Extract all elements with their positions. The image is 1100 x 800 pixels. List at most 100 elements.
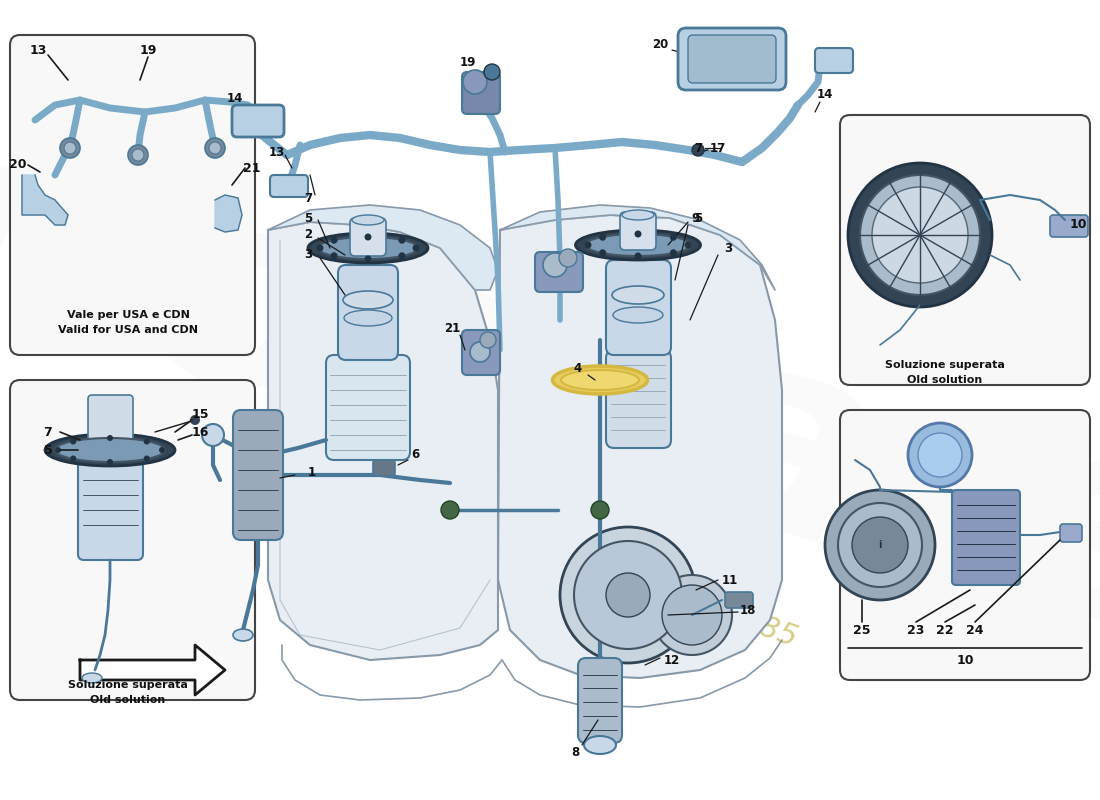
Ellipse shape (552, 366, 648, 394)
FancyBboxPatch shape (10, 35, 255, 355)
Polygon shape (498, 215, 782, 678)
Polygon shape (500, 205, 776, 290)
FancyBboxPatch shape (578, 658, 621, 743)
FancyBboxPatch shape (373, 460, 395, 476)
Circle shape (70, 438, 76, 445)
Text: eurospares: eurospares (0, 22, 1100, 738)
FancyBboxPatch shape (620, 212, 656, 250)
Circle shape (652, 575, 732, 655)
FancyBboxPatch shape (815, 48, 852, 73)
Circle shape (908, 423, 972, 487)
Circle shape (584, 242, 592, 249)
FancyBboxPatch shape (462, 72, 501, 114)
Ellipse shape (561, 370, 639, 390)
FancyBboxPatch shape (338, 265, 398, 360)
Ellipse shape (82, 673, 102, 683)
Circle shape (412, 245, 419, 251)
Text: 1: 1 (308, 466, 316, 478)
Circle shape (825, 490, 935, 600)
Circle shape (852, 517, 907, 573)
Circle shape (331, 237, 338, 244)
Polygon shape (80, 645, 226, 695)
Text: 20: 20 (652, 38, 668, 51)
Text: 7: 7 (694, 142, 702, 154)
Circle shape (470, 342, 490, 362)
Text: 19: 19 (460, 55, 476, 69)
Text: 10: 10 (1069, 218, 1087, 231)
Circle shape (838, 503, 922, 587)
Text: 19: 19 (140, 43, 156, 57)
Text: 7: 7 (44, 426, 53, 438)
Ellipse shape (352, 215, 384, 225)
Circle shape (480, 332, 496, 348)
Text: 2: 2 (304, 229, 312, 242)
FancyBboxPatch shape (10, 380, 255, 700)
Circle shape (463, 70, 487, 94)
FancyBboxPatch shape (606, 260, 671, 355)
Text: 3: 3 (304, 249, 312, 262)
Circle shape (144, 438, 150, 445)
FancyBboxPatch shape (535, 252, 583, 292)
Text: 18: 18 (740, 603, 756, 617)
Circle shape (132, 149, 144, 161)
Circle shape (205, 138, 225, 158)
Text: 5: 5 (44, 443, 53, 457)
Ellipse shape (585, 234, 691, 256)
Circle shape (190, 415, 200, 425)
Ellipse shape (55, 438, 165, 462)
FancyBboxPatch shape (326, 355, 410, 460)
Circle shape (55, 447, 60, 453)
Text: Old solution: Old solution (90, 695, 166, 705)
Text: Old solution: Old solution (908, 375, 982, 385)
Circle shape (559, 249, 578, 267)
Circle shape (128, 145, 148, 165)
Circle shape (918, 433, 962, 477)
Text: Soluzione superata: Soluzione superata (886, 360, 1005, 370)
Text: 7: 7 (304, 191, 312, 205)
Text: 20: 20 (9, 158, 26, 171)
Circle shape (144, 455, 150, 462)
Polygon shape (22, 175, 68, 225)
Ellipse shape (613, 307, 663, 323)
Text: 15: 15 (191, 409, 209, 422)
Ellipse shape (621, 210, 654, 220)
Circle shape (848, 163, 992, 307)
Text: 16: 16 (191, 426, 209, 438)
Text: 12: 12 (664, 654, 680, 666)
Circle shape (398, 237, 406, 244)
Text: 17: 17 (710, 142, 726, 154)
Circle shape (107, 435, 113, 441)
Circle shape (662, 585, 722, 645)
Circle shape (160, 447, 165, 453)
Text: 11: 11 (722, 574, 738, 586)
FancyBboxPatch shape (725, 592, 754, 608)
Circle shape (600, 250, 606, 256)
Circle shape (670, 234, 676, 241)
Circle shape (60, 138, 80, 158)
FancyBboxPatch shape (688, 35, 776, 83)
Circle shape (364, 255, 372, 262)
Ellipse shape (45, 434, 175, 466)
Polygon shape (214, 195, 242, 232)
Text: 8: 8 (571, 746, 579, 758)
FancyBboxPatch shape (462, 330, 501, 375)
FancyBboxPatch shape (350, 218, 386, 256)
Circle shape (591, 501, 609, 519)
Ellipse shape (343, 291, 393, 309)
FancyBboxPatch shape (840, 410, 1090, 680)
Text: Vale per USA e CDN: Vale per USA e CDN (67, 310, 189, 320)
Circle shape (64, 142, 76, 154)
Text: i: i (878, 540, 882, 550)
FancyBboxPatch shape (952, 490, 1020, 585)
Polygon shape (268, 205, 498, 290)
Circle shape (331, 252, 338, 259)
Text: a passion for parts since 1985: a passion for parts since 1985 (359, 467, 802, 653)
Text: 13: 13 (268, 146, 285, 158)
FancyBboxPatch shape (270, 175, 308, 197)
Text: Valid for USA and CDN: Valid for USA and CDN (58, 325, 198, 335)
Text: 21: 21 (243, 162, 261, 174)
Ellipse shape (584, 736, 616, 754)
Ellipse shape (612, 286, 664, 304)
FancyBboxPatch shape (78, 460, 143, 560)
FancyBboxPatch shape (840, 115, 1090, 385)
